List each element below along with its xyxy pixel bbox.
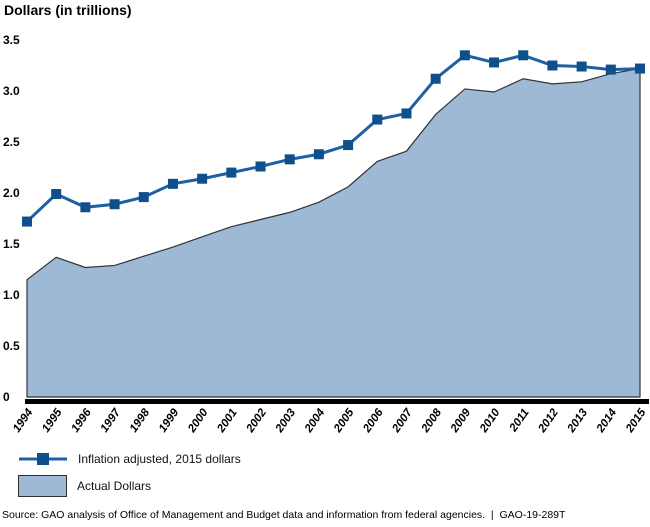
x-tick-label: 1999 (157, 406, 182, 434)
x-tick-label: 2003 (273, 406, 298, 435)
x-tick-label: 2004 (302, 406, 327, 435)
line-series-sample-icon (19, 453, 67, 465)
x-tick-label: 2012 (536, 406, 561, 435)
x-tick-label: 2006 (361, 406, 386, 435)
data-point-marker (518, 50, 529, 61)
data-point-marker (372, 114, 383, 125)
x-tick-label: 1998 (128, 406, 153, 434)
data-point-marker (138, 192, 149, 203)
x-tick-label: 2013 (565, 406, 590, 435)
x-tick-label: 1995 (40, 406, 65, 434)
y-tick-label: 1.5 (3, 237, 20, 251)
data-point-marker (167, 178, 178, 189)
x-tick-label: 1997 (99, 406, 124, 434)
y-tick-label: 2.0 (3, 186, 20, 200)
data-point-marker (430, 73, 441, 84)
x-tick-label: 2010 (477, 406, 502, 435)
data-point-marker (635, 63, 645, 74)
data-point-marker (22, 216, 32, 227)
data-point-marker (284, 154, 295, 165)
data-point-marker (80, 202, 91, 213)
data-point-marker (343, 140, 354, 151)
y-tick-label: 3.5 (3, 33, 20, 47)
data-point-marker (313, 149, 324, 160)
x-tick-label: 2009 (448, 406, 473, 435)
data-point-marker (226, 167, 237, 178)
data-point-marker (255, 161, 266, 172)
x-tick-label: 2000 (186, 406, 211, 435)
legend-label-inflation-adjusted: Inflation adjusted, 2015 dollars (78, 452, 241, 466)
area-series-swatch-icon (18, 475, 67, 497)
legend-item-actual-dollars: Actual Dollars (18, 475, 241, 497)
source-note: Source: GAO analysis of Office of Manage… (2, 509, 566, 521)
x-tick-label: 2014 (594, 406, 619, 435)
x-tick-label: 1996 (69, 406, 94, 434)
x-tick-label: 1994 (11, 406, 36, 434)
inflation-adjusted-line (25, 53, 641, 223)
data-point-marker (401, 108, 412, 119)
y-tick-label: 0.5 (3, 339, 20, 353)
x-tick-label: 2015 (623, 406, 648, 435)
x-tick-label: 2002 (244, 406, 269, 435)
data-point-marker (197, 173, 208, 184)
x-tick-label: 2007 (390, 406, 415, 435)
data-point-marker (51, 189, 62, 200)
x-tick-label: 2008 (419, 406, 444, 435)
data-point-marker (459, 50, 470, 61)
data-point-marker (605, 64, 616, 75)
x-tick-label: 2005 (331, 406, 356, 435)
actual-dollars-area (26, 67, 641, 398)
x-tick-label: 2011 (507, 407, 532, 435)
x-axis-line (25, 399, 649, 404)
chart-legend: Inflation adjusted, 2015 dollars Actual … (18, 451, 241, 505)
data-point-marker (547, 60, 558, 71)
data-point-marker (576, 61, 587, 72)
y-tick-label: 0 (3, 390, 10, 404)
legend-label-actual-dollars: Actual Dollars (77, 479, 152, 493)
data-point-marker (109, 199, 120, 210)
x-tick-label: 2001 (215, 407, 240, 436)
y-tick-label: 2.5 (3, 135, 20, 149)
chart-title: Dollars (in trillions) (4, 2, 132, 18)
legend-item-inflation-adjusted: Inflation adjusted, 2015 dollars (18, 451, 241, 467)
y-tick-label: 3.0 (3, 84, 20, 98)
y-tick-label: 1.0 (3, 288, 20, 302)
data-point-marker (489, 57, 500, 68)
